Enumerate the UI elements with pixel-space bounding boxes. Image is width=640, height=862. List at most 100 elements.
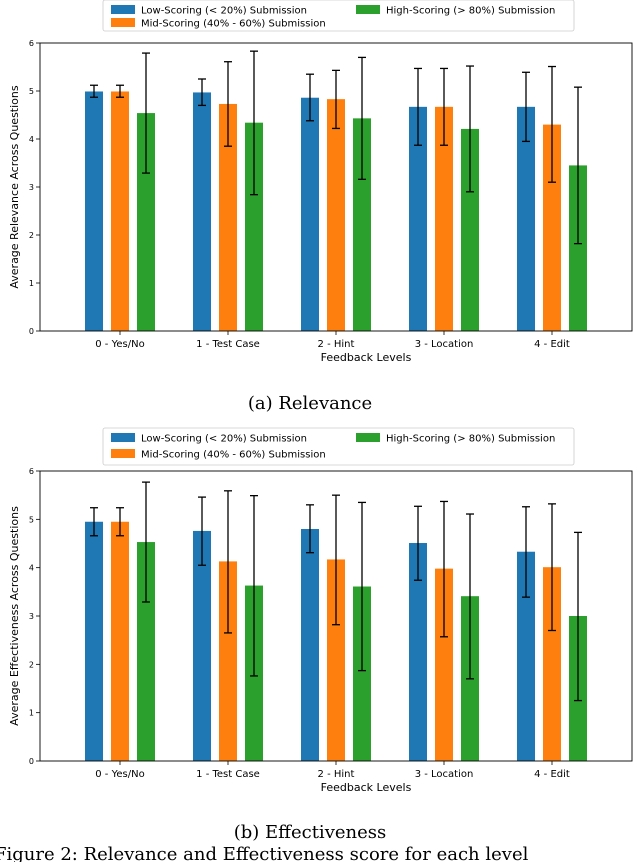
error-bar-low-0 — [90, 507, 98, 537]
error-bar-high-1 — [250, 494, 258, 677]
error-bar-high-2 — [358, 501, 366, 672]
bar-mid-3 — [435, 106, 453, 331]
y-tick-label-3: 3 — [29, 183, 34, 192]
error-bar-low-2 — [306, 504, 314, 554]
y-axis-label: Average Effectiveness Across Questions — [8, 506, 21, 726]
legend-swatch-high — [356, 433, 380, 442]
error-bar-mid-3 — [440, 500, 448, 638]
error-bar-high-4 — [574, 86, 582, 245]
error-bar-low-1 — [198, 78, 206, 107]
error-bar-mid-2 — [332, 494, 340, 626]
legend-label-mid: Mid-Scoring (40% - 60%) Submission — [141, 450, 326, 461]
bar-high-4 — [569, 165, 587, 331]
y-axis-label: Average Relevance Across Questions — [8, 85, 21, 288]
bar-mid-3 — [435, 568, 453, 761]
bar-low-4 — [517, 106, 535, 331]
y-tick-label-1: 1 — [29, 279, 34, 288]
bar-mid-0 — [111, 91, 129, 331]
bar-high-3 — [461, 128, 479, 331]
legend-box — [102, 0, 575, 32]
bar-low-1 — [193, 92, 211, 331]
legend-swatch-high — [356, 5, 380, 14]
y-tick-label-1: 1 — [29, 709, 34, 718]
bar-mid-1 — [219, 103, 237, 332]
bar-high-1 — [245, 122, 263, 332]
bar-mid-2 — [327, 99, 345, 331]
x-tick-label-2: 2 - Hint — [318, 769, 355, 780]
bar-mid-2 — [327, 559, 345, 761]
error-bar-mid-1 — [224, 490, 232, 634]
x-tick-label-0: 0 - Yes/No — [95, 769, 144, 780]
error-bar-mid-2 — [332, 69, 340, 130]
bar-low-0 — [85, 521, 103, 761]
bar-mid-4 — [543, 124, 561, 331]
legend-swatch-low — [111, 5, 135, 14]
axes-frame — [39, 470, 633, 762]
bar-mid-0 — [111, 521, 129, 761]
error-bar-mid-1 — [224, 61, 232, 147]
legend-swatch-mid — [111, 449, 135, 458]
x-tick-label-1: 1 - Test Case — [196, 769, 260, 780]
legend-swatch-mid — [111, 18, 135, 27]
error-bar-low-3 — [414, 505, 422, 581]
x-tick-label-3: 3 - Location — [415, 339, 474, 350]
error-bar-low-4 — [522, 71, 530, 143]
legend-swatch-low — [111, 433, 135, 442]
error-bar-high-1 — [250, 50, 258, 196]
bar-low-0 — [85, 91, 103, 331]
error-bar-high-2 — [358, 56, 366, 180]
bar-mid-1 — [219, 561, 237, 761]
bar-high-2 — [353, 586, 371, 761]
error-bar-mid-0 — [116, 507, 124, 537]
y-tick-label-4: 4 — [29, 564, 34, 573]
x-tick-label-0: 0 - Yes/No — [95, 339, 144, 350]
legend: Low-Scoring (< 20%) Submission Mid-Scorin… — [102, 427, 575, 466]
bar-high-2 — [353, 118, 371, 331]
x-tick-label-4: 4 - Edit — [534, 339, 570, 350]
legend-label-low: Low-Scoring (< 20%) Submission — [141, 6, 307, 17]
legend-label-mid: Mid-Scoring (40% - 60%) Submission — [141, 19, 326, 30]
error-bar-mid-4 — [548, 503, 556, 632]
x-axis-label: Feedback Levels — [321, 781, 412, 794]
bar-high-0 — [137, 113, 155, 331]
error-bar-high-3 — [466, 513, 474, 680]
error-bar-low-1 — [198, 496, 206, 566]
error-bar-high-3 — [466, 65, 474, 193]
y-tick-label-6: 6 — [29, 39, 34, 48]
y-tick-label-3: 3 — [29, 612, 34, 621]
bar-low-3 — [409, 543, 427, 761]
y-tick-label-4: 4 — [29, 135, 34, 144]
error-bar-high-0 — [142, 52, 150, 174]
y-tick-label-0: 0 — [29, 327, 34, 336]
y-tick-label-0: 0 — [29, 757, 34, 766]
bar-low-3 — [409, 106, 427, 331]
figure-caption: Figure 2: Relevance and Effectiveness sc… — [0, 844, 529, 862]
legend: Low-Scoring (< 20%) Submission Mid-Scorin… — [102, 0, 575, 32]
error-bar-high-0 — [142, 481, 150, 603]
bar-low-2 — [301, 529, 319, 761]
axes-frame — [39, 42, 633, 332]
bar-low-1 — [193, 530, 211, 761]
error-bar-mid-3 — [440, 67, 448, 146]
effectiveness-panel: 0 - Yes/No 1 - Test Case 2 - Hint 3 - Locat… — [8, 427, 633, 794]
legend-label-low: Low-Scoring (< 20%) Submission — [141, 434, 307, 445]
y-tick-label-5: 5 — [29, 515, 34, 524]
subcaption-relevance: (a) Relevance — [248, 393, 372, 414]
subcaption-effectiveness: (b) Effectiveness — [234, 822, 386, 843]
y-tick-label-5: 5 — [29, 87, 34, 96]
x-axis-label: Feedback Levels — [321, 351, 412, 364]
bar-low-4 — [517, 551, 535, 761]
bar-low-2 — [301, 97, 319, 331]
legend-box — [102, 427, 575, 466]
legend-label-high: High-Scoring (> 80%) Submission — [386, 6, 555, 17]
error-bar-mid-4 — [548, 65, 556, 183]
relevance-panel: 0 - Yes/No 1 - Test Case 2 - Hint 3 - Locat… — [8, 0, 633, 364]
y-tick-label-2: 2 — [29, 231, 34, 240]
error-bar-mid-0 — [116, 84, 124, 98]
bar-high-0 — [137, 542, 155, 761]
y-tick-label-2: 2 — [29, 660, 34, 669]
y-tick-label-6: 6 — [29, 467, 34, 476]
bar-mid-4 — [543, 567, 561, 761]
error-bar-low-4 — [522, 506, 530, 598]
